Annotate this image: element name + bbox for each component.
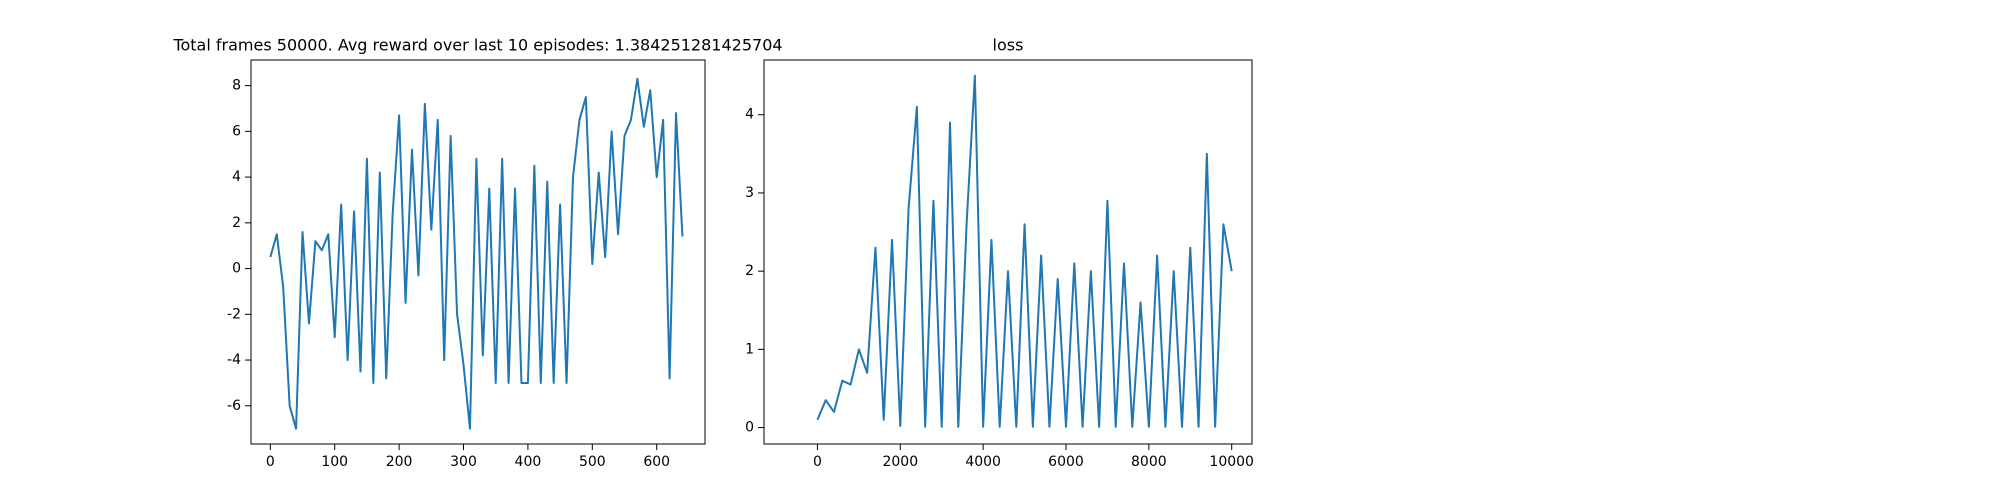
y-tick-label: 4 — [745, 107, 754, 123]
y-tick-label: 4 — [232, 169, 241, 185]
x-tick-label: 8000 — [1131, 454, 1167, 470]
y-tick-label: 1 — [745, 341, 754, 357]
data-line — [269, 77, 684, 430]
y-tick-label: -6 — [227, 398, 241, 414]
y-tick-label: 0 — [745, 420, 754, 436]
chart-title: loss — [993, 36, 1024, 55]
x-tick-label: 200 — [386, 454, 413, 470]
y-tick-label: -2 — [227, 306, 241, 322]
y-tick-label: 0 — [232, 261, 241, 277]
x-tick-label: 10000 — [1209, 454, 1254, 470]
y-tick-label: 8 — [232, 78, 241, 94]
chart-title: Total frames 50000. Avg reward over last… — [172, 36, 782, 55]
x-tick-label: 500 — [579, 454, 606, 470]
axes-frame — [763, 59, 1253, 445]
axes-frame — [250, 59, 706, 445]
x-tick-label: 600 — [643, 454, 670, 470]
x-tick-label: 2000 — [882, 454, 918, 470]
data-line — [816, 74, 1233, 428]
y-tick-label: 2 — [232, 215, 241, 231]
y-tick-label: 3 — [745, 185, 754, 201]
x-tick-label: 6000 — [1048, 454, 1084, 470]
y-tick-label: 2 — [745, 263, 754, 279]
y-tick-label: 6 — [232, 123, 241, 139]
x-tick-label: 100 — [321, 454, 348, 470]
x-tick-label: 400 — [515, 454, 542, 470]
x-tick-label: 0 — [813, 454, 822, 470]
x-tick-label: 4000 — [965, 454, 1001, 470]
x-tick-label: 300 — [450, 454, 477, 470]
x-tick-label: 0 — [266, 454, 275, 470]
y-tick-label: -4 — [227, 352, 241, 368]
